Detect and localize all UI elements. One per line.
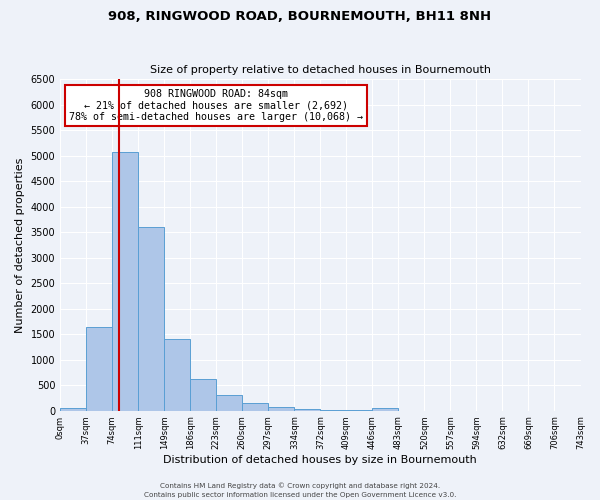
Bar bbox=[60, 408, 86, 410]
Title: Size of property relative to detached houses in Bournemouth: Size of property relative to detached ho… bbox=[150, 66, 491, 76]
Y-axis label: Number of detached properties: Number of detached properties bbox=[15, 157, 25, 332]
Bar bbox=[242, 403, 268, 410]
Text: Contains HM Land Registry data © Crown copyright and database right 2024.: Contains HM Land Registry data © Crown c… bbox=[160, 482, 440, 489]
Text: 908, RINGWOOD ROAD, BOURNEMOUTH, BH11 8NH: 908, RINGWOOD ROAD, BOURNEMOUTH, BH11 8N… bbox=[109, 10, 491, 23]
Text: 908 RINGWOOD ROAD: 84sqm
← 21% of detached houses are smaller (2,692)
78% of sem: 908 RINGWOOD ROAD: 84sqm ← 21% of detach… bbox=[69, 89, 363, 122]
Bar bbox=[190, 379, 216, 410]
Bar bbox=[373, 408, 398, 410]
Bar bbox=[138, 227, 164, 410]
Bar bbox=[164, 340, 190, 410]
Bar bbox=[112, 152, 138, 410]
Bar bbox=[268, 407, 295, 410]
Bar bbox=[295, 409, 320, 410]
Text: Contains public sector information licensed under the Open Government Licence v3: Contains public sector information licen… bbox=[144, 492, 456, 498]
Bar bbox=[86, 326, 112, 410]
X-axis label: Distribution of detached houses by size in Bournemouth: Distribution of detached houses by size … bbox=[163, 455, 477, 465]
Bar bbox=[216, 396, 242, 410]
